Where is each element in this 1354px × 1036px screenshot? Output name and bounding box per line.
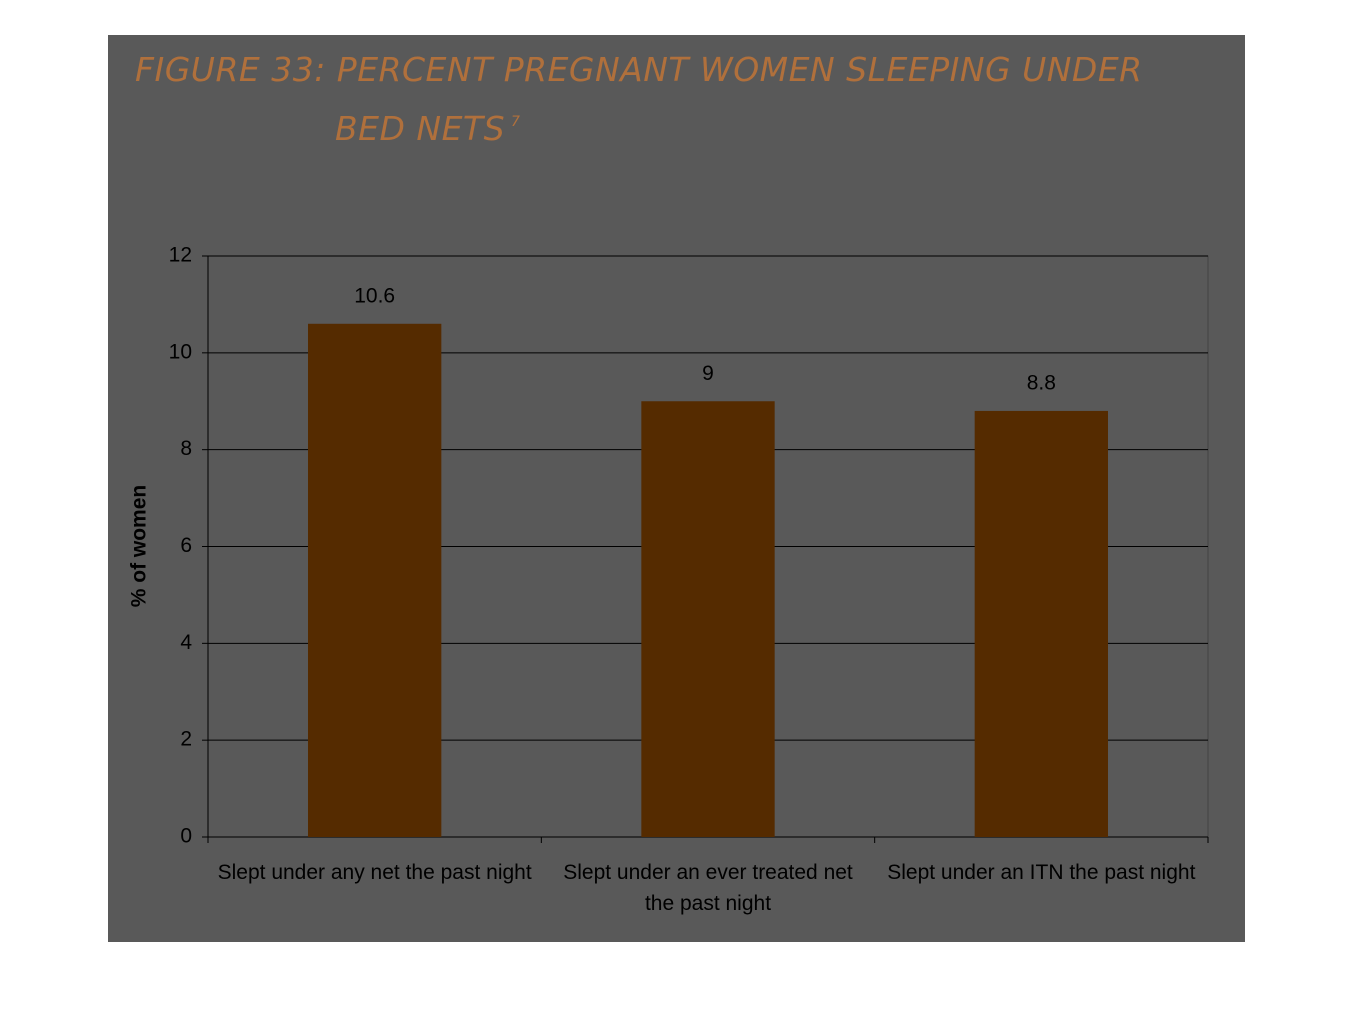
- title-footnote: 7: [511, 114, 521, 130]
- y-tick-label: 6: [180, 534, 192, 557]
- x-tick-label: Slept under an ITN the past night: [887, 861, 1196, 884]
- data-label: 8.8: [1027, 371, 1056, 394]
- bar: [641, 401, 775, 837]
- data-label: 10.6: [354, 284, 395, 307]
- y-tick-label: 4: [180, 631, 192, 654]
- chart-title: FIGURE 33: PERCENT PREGNANT WOMEN SLEEPI…: [135, 44, 1145, 155]
- x-tick-label: Slept under an ever treated net the past…: [563, 861, 853, 915]
- data-label: 9: [702, 362, 714, 385]
- y-tick-label: 2: [180, 728, 192, 751]
- y-tick-label: 10: [169, 340, 192, 363]
- bar: [974, 410, 1108, 837]
- y-tick-label: 0: [180, 825, 192, 848]
- x-tick-label: Slept under any net the past night: [217, 861, 532, 884]
- y-tick-label: 8: [180, 437, 192, 460]
- title-text: FIGURE 33: PERCENT PREGNANT WOMEN SLEEPI…: [135, 50, 1143, 148]
- bar: [308, 323, 442, 837]
- y-axis-label: % of women: [128, 485, 151, 608]
- y-tick-label: 12: [169, 244, 192, 267]
